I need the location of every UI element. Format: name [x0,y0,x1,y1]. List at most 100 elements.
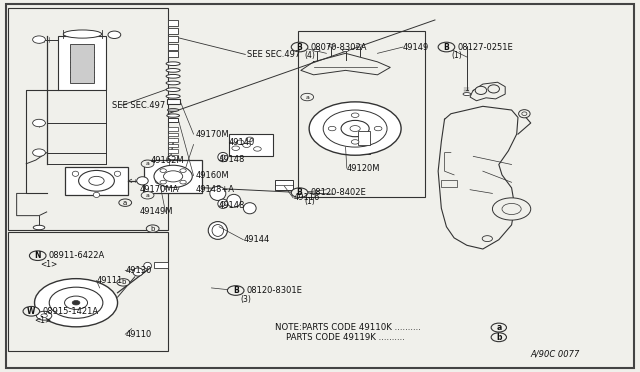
Circle shape [243,143,250,147]
Text: <1>: <1> [34,316,51,325]
Text: 08915-1421A: 08915-1421A [42,307,99,316]
FancyBboxPatch shape [344,105,370,154]
Ellipse shape [72,171,79,176]
Text: PARTS CODE 49119K ..........: PARTS CODE 49119K .......... [275,333,405,342]
Text: W: W [27,307,36,316]
Circle shape [49,287,103,318]
Text: NOTE:PARTS CODE 49110K ..........: NOTE:PARTS CODE 49110K .......... [275,323,421,332]
Ellipse shape [93,192,100,198]
Circle shape [491,323,506,332]
Ellipse shape [166,62,180,65]
Text: b: b [121,279,125,285]
Text: 49110: 49110 [125,330,152,339]
Text: 08127-0251E: 08127-0251E [458,42,513,51]
Text: (3): (3) [240,295,251,304]
Ellipse shape [243,203,256,214]
Ellipse shape [314,49,320,51]
Ellipse shape [133,268,143,276]
Circle shape [89,176,104,185]
FancyBboxPatch shape [168,149,178,153]
Circle shape [491,333,506,341]
Circle shape [341,121,369,137]
Circle shape [79,170,115,191]
Ellipse shape [488,85,499,93]
Circle shape [232,146,239,150]
Text: a: a [123,200,127,206]
Ellipse shape [356,45,363,47]
Ellipse shape [221,155,225,159]
Text: B: B [444,42,449,51]
FancyBboxPatch shape [65,167,129,195]
Circle shape [180,169,186,173]
Ellipse shape [328,45,335,47]
Circle shape [246,137,253,141]
Text: B: B [297,42,303,51]
Circle shape [154,165,192,187]
Ellipse shape [212,225,223,236]
FancyBboxPatch shape [442,180,458,187]
FancyBboxPatch shape [168,144,178,147]
Ellipse shape [166,74,180,78]
Text: b: b [496,333,502,342]
FancyBboxPatch shape [168,155,178,158]
Text: N: N [35,251,41,260]
Ellipse shape [156,178,163,184]
Ellipse shape [33,225,45,230]
Circle shape [29,251,46,260]
Ellipse shape [522,112,527,116]
Circle shape [438,42,455,52]
Ellipse shape [218,199,228,208]
Ellipse shape [63,30,102,38]
FancyBboxPatch shape [168,28,178,34]
Ellipse shape [227,194,241,207]
Circle shape [33,36,45,43]
Text: <1>: <1> [40,260,58,269]
Circle shape [350,126,360,132]
FancyBboxPatch shape [168,51,178,57]
Text: b: b [150,226,155,232]
Circle shape [117,279,130,286]
Ellipse shape [166,94,180,98]
Text: SEE SEC.497: SEE SEC.497 [113,101,166,110]
Ellipse shape [208,222,227,239]
FancyBboxPatch shape [8,8,168,231]
Circle shape [374,126,382,131]
Circle shape [351,113,359,118]
Text: 49116: 49116 [293,193,319,202]
Ellipse shape [144,262,152,269]
FancyBboxPatch shape [229,134,273,156]
Circle shape [291,188,308,198]
FancyBboxPatch shape [298,31,426,197]
Ellipse shape [168,109,179,112]
Ellipse shape [115,171,121,176]
Circle shape [351,140,359,144]
Ellipse shape [166,68,180,72]
Text: 08120-8301E: 08120-8301E [246,286,303,295]
Text: a: a [146,161,150,166]
Circle shape [328,126,336,131]
FancyBboxPatch shape [70,44,94,83]
Text: 08911-6422A: 08911-6422A [49,251,105,260]
Text: 49140: 49140 [228,138,255,147]
FancyBboxPatch shape [167,178,178,183]
Text: 08120-8402E: 08120-8402E [310,188,366,197]
Text: B: B [233,286,239,295]
Circle shape [141,160,154,167]
Circle shape [160,169,166,173]
Circle shape [147,225,159,232]
Ellipse shape [166,88,180,92]
FancyBboxPatch shape [168,44,178,49]
Ellipse shape [108,31,121,38]
FancyBboxPatch shape [168,138,178,142]
Circle shape [65,296,88,310]
Text: 49170MA: 49170MA [140,185,179,194]
Text: 49144: 49144 [243,235,269,244]
FancyBboxPatch shape [168,36,178,42]
Circle shape [301,93,314,101]
Ellipse shape [137,177,148,185]
Text: 49149: 49149 [403,42,429,51]
Ellipse shape [166,81,180,85]
Circle shape [309,102,401,155]
Text: 08070-8302A: 08070-8302A [310,42,367,51]
Circle shape [41,314,47,318]
